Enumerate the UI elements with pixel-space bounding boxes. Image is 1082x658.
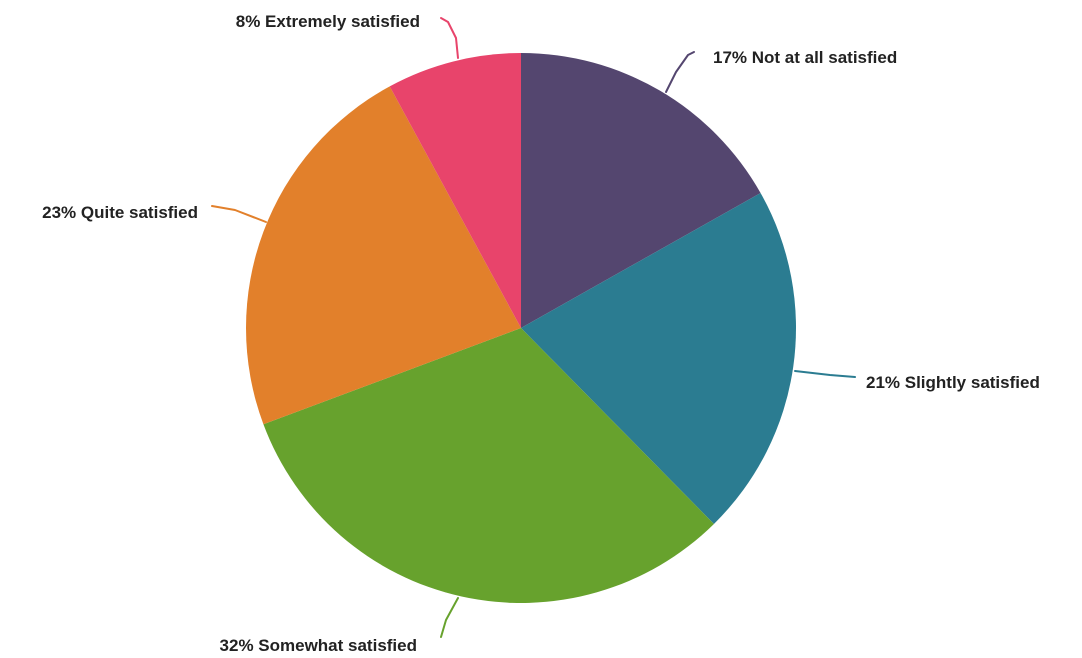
leader-line-quite-satisfied	[211, 205, 267, 223]
pie-slice-slightly-satisfied	[521, 192, 797, 524]
slice-label-somewhat-satisfied: 32% Somewhat satisfied	[220, 636, 417, 655]
slice-label-quite-satisfied: 23% Quite satisfied	[42, 203, 198, 222]
leader-line-extremely-satisfied	[440, 17, 459, 59]
slice-labels: 17% Not at all satisfied 21% Slightly sat…	[42, 12, 1040, 655]
leader-line-somewhat-satisfied	[440, 597, 459, 638]
leader-lines	[211, 17, 856, 638]
slice-label-extremely-satisfied: 8% Extremely satisfied	[236, 12, 420, 31]
slice-label-slightly-satisfied: 21% Slightly satisfied	[866, 373, 1040, 392]
slice-label-not-at-all-satisfied: 17% Not at all satisfied	[713, 48, 897, 67]
pie-slice-not-at-all-satisfied	[521, 53, 761, 328]
pie-slice-extremely-satisfied	[389, 52, 521, 328]
pie-slice-somewhat-satisfied	[263, 328, 714, 603]
leader-line-slightly-satisfied	[794, 370, 856, 378]
pie-slices	[246, 52, 797, 603]
leader-line-not-at-all-satisfied	[665, 51, 695, 93]
pie-slice-quite-satisfied	[246, 86, 522, 425]
